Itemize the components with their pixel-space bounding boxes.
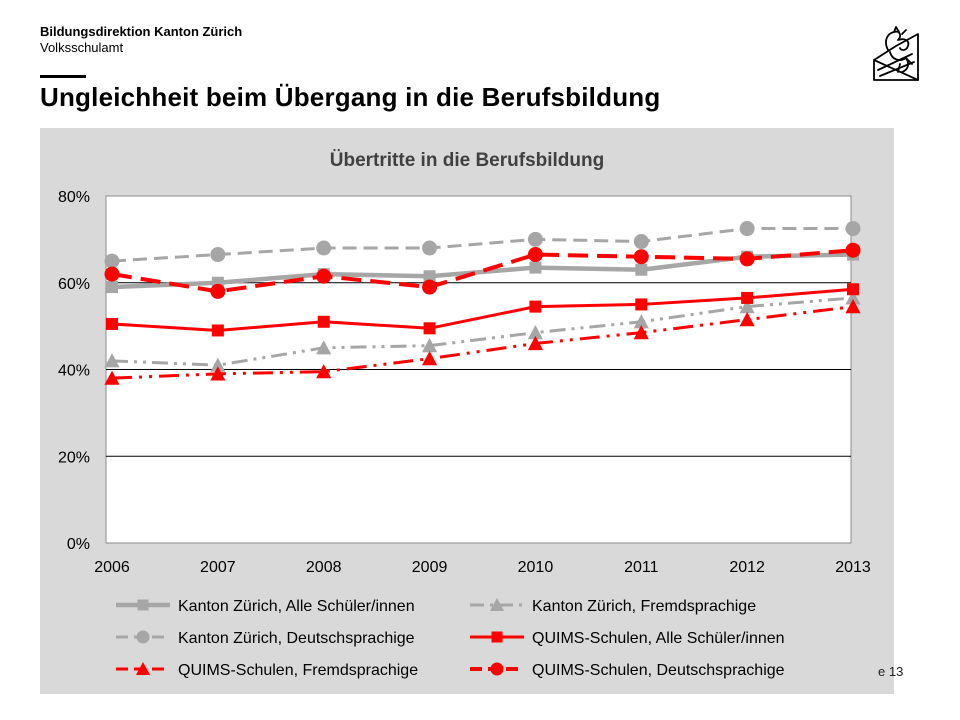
data-point bbox=[847, 283, 859, 296]
x-tick-label: 2006 bbox=[94, 559, 130, 576]
x-tick-label: 2011 bbox=[624, 559, 659, 576]
legend-item: QUIMS-Schulen, Alle Schüler/innen bbox=[470, 630, 785, 647]
series-2 bbox=[104, 221, 861, 269]
data-point bbox=[527, 335, 544, 351]
data-point bbox=[529, 300, 542, 313]
series-5 bbox=[104, 242, 861, 299]
data-point bbox=[316, 268, 332, 284]
data-point bbox=[104, 266, 120, 282]
legend-swatch-marker bbox=[137, 599, 149, 611]
data-point bbox=[422, 240, 438, 256]
y-tick-label: 0% bbox=[67, 536, 90, 553]
data-point bbox=[739, 312, 755, 327]
data-point bbox=[317, 315, 330, 328]
data-point bbox=[741, 291, 754, 304]
data-point bbox=[845, 299, 861, 314]
data-point bbox=[423, 322, 436, 335]
data-point bbox=[739, 221, 755, 237]
series-line bbox=[111, 305, 854, 380]
x-tick-label: 2010 bbox=[518, 559, 554, 576]
x-tick-label: 2008 bbox=[306, 559, 342, 576]
data-point bbox=[316, 240, 332, 256]
chart-title: Übertritte in die Berufsbildung bbox=[330, 150, 604, 171]
data-point bbox=[527, 325, 544, 340]
data-point bbox=[633, 234, 649, 250]
legend-item: Kanton Zürich, Deutschsprachige bbox=[116, 630, 415, 647]
series-3 bbox=[106, 283, 859, 337]
data-point bbox=[210, 247, 226, 263]
data-point bbox=[635, 298, 648, 311]
data-point bbox=[633, 249, 649, 265]
data-point bbox=[845, 290, 861, 305]
data-point bbox=[421, 338, 438, 353]
organization-subtitle: Volksschulamt bbox=[40, 40, 124, 55]
y-tick-label: 20% bbox=[58, 449, 90, 466]
legend-swatch-marker bbox=[491, 631, 503, 643]
series-4 bbox=[104, 299, 861, 385]
data-point bbox=[211, 324, 224, 337]
legend-swatch-marker bbox=[490, 662, 504, 676]
data-point bbox=[739, 299, 755, 314]
x-tick-label: 2007 bbox=[200, 559, 236, 576]
data-point bbox=[845, 242, 861, 258]
organization-name: Bildungsdirektion Kanton Zürich bbox=[40, 24, 243, 39]
legend-item: Kanton Zürich, Alle Schüler/innen bbox=[116, 598, 415, 615]
x-tick-label: 2012 bbox=[729, 559, 765, 576]
data-point bbox=[527, 247, 543, 263]
series-line bbox=[111, 287, 854, 332]
line-chart: Übertritte in die Berufsbildung 0% 20% 40%… bbox=[58, 150, 871, 679]
legend-label: QUIMS-Schulen, Deutschsprachige bbox=[532, 662, 785, 679]
data-point bbox=[104, 253, 120, 269]
legend-label: Kanton Zürich, Deutschsprachige bbox=[178, 630, 415, 647]
page-title: Ungleichheit beim Übergang in die Berufs… bbox=[40, 82, 661, 112]
data-point bbox=[104, 353, 120, 368]
legend-label: Kanton Zürich, Alle Schüler/innen bbox=[178, 598, 415, 615]
series-line bbox=[111, 296, 854, 367]
data-point bbox=[739, 251, 755, 267]
data-point bbox=[635, 263, 648, 276]
canton-crest-logo bbox=[873, 26, 919, 81]
legend-label: Kanton Zürich, Fremdsprachige bbox=[532, 598, 756, 615]
data-point bbox=[423, 270, 436, 283]
data-point bbox=[106, 317, 118, 330]
data-point bbox=[421, 351, 438, 366]
data-point bbox=[210, 283, 226, 299]
legend-item: Kanton Zürich, Fremdsprachige bbox=[470, 597, 756, 615]
data-point bbox=[104, 370, 120, 385]
data-point bbox=[422, 279, 438, 295]
legend-swatch-marker bbox=[135, 661, 151, 676]
data-point bbox=[316, 364, 332, 379]
data-point bbox=[633, 325, 649, 340]
data-point bbox=[210, 366, 226, 381]
y-tick-label: 40% bbox=[58, 363, 90, 380]
data-point bbox=[845, 221, 861, 237]
series-line bbox=[111, 248, 854, 294]
data-point bbox=[210, 357, 226, 372]
y-tick-label: 60% bbox=[58, 276, 90, 293]
page-number: e 13 bbox=[878, 664, 904, 679]
legend-label: QUIMS-Schulen, Alle Schüler/innen bbox=[532, 630, 785, 647]
data-point bbox=[527, 231, 543, 247]
title-accent-bar bbox=[40, 75, 86, 78]
chart-panel: Übertritte in die Berufsbildung 0% 20% 40%… bbox=[40, 128, 894, 694]
legend-swatch-marker bbox=[136, 630, 150, 644]
series-1 bbox=[104, 290, 861, 372]
x-tick-label: 2009 bbox=[412, 559, 448, 576]
data-point bbox=[633, 314, 649, 329]
data-point bbox=[316, 340, 332, 355]
legend-swatch-marker bbox=[489, 597, 505, 612]
legend-item: QUIMS-Schulen, Fremdsprachige bbox=[116, 661, 418, 679]
data-point bbox=[106, 281, 118, 294]
y-tick-label: 80% bbox=[58, 189, 90, 206]
x-tick-label: 2013 bbox=[835, 559, 871, 576]
legend-label: QUIMS-Schulen, Fremdsprachige bbox=[178, 662, 418, 679]
data-point bbox=[529, 261, 542, 274]
series-line bbox=[111, 227, 853, 263]
legend-item: QUIMS-Schulen, Deutschsprachige bbox=[470, 662, 785, 679]
